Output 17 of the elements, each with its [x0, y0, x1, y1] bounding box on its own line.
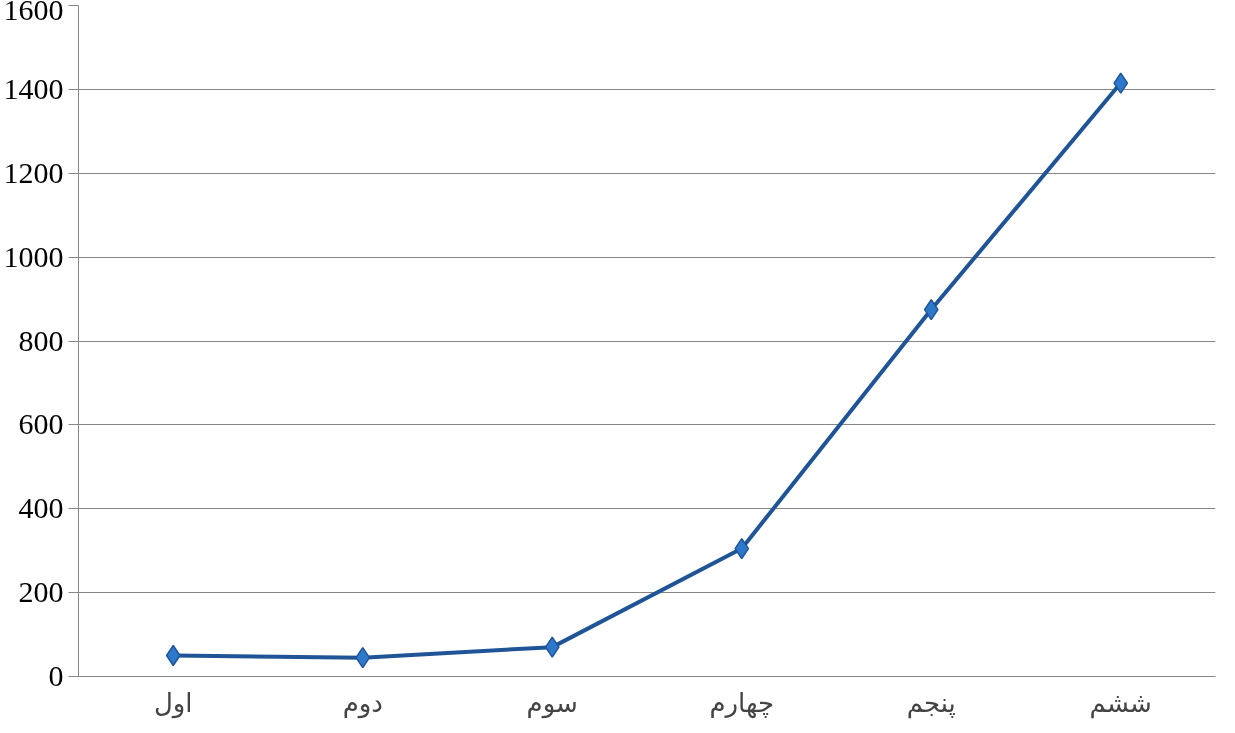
y-tick-label: 1200 — [3, 155, 64, 189]
x-tick-label: چهارم — [709, 687, 775, 719]
y-tick-label: 800 — [18, 323, 64, 357]
x-tick-label: سوم — [526, 687, 578, 719]
y-tick-label: 0 — [48, 659, 64, 692]
y-tick-label: 600 — [18, 407, 64, 441]
x-tick-label: اول — [153, 687, 193, 719]
x-tick-label: دوم — [342, 687, 383, 719]
y-tick-label: 1000 — [3, 239, 64, 273]
point — [544, 636, 560, 658]
y-tick-label: 1400 — [3, 71, 64, 105]
point — [1113, 72, 1129, 94]
x-tick-label: پنجم — [906, 687, 956, 719]
y-tick-label: 200 — [18, 575, 64, 609]
y-tick-label: 1600 — [3, 0, 64, 26]
y-tick-label: 400 — [18, 491, 64, 525]
x-tick-label: ششم — [1089, 687, 1152, 719]
